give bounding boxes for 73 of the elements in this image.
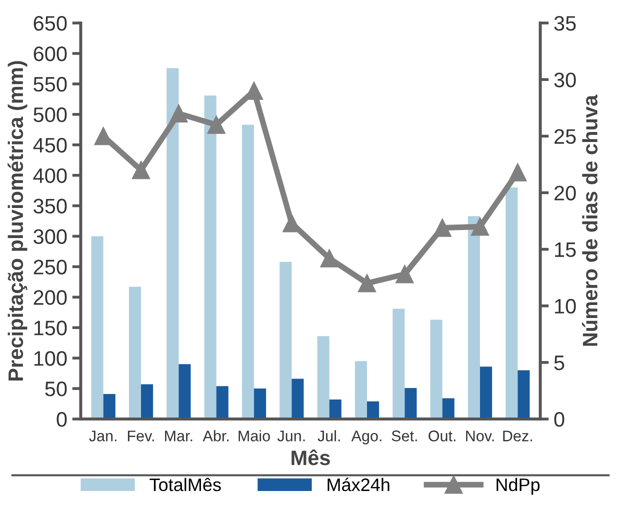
x-tick-label: Maio [238,430,270,442]
bar [430,320,442,420]
bar [204,96,216,420]
bar [128,286,141,420]
y-tick-label: 50 [45,382,67,396]
y-tick-label: 350 [34,198,67,214]
bar [141,384,154,420]
bar [468,216,480,420]
x-tick-label: Jun. [277,430,305,442]
x-tick-label: Jan. [89,430,116,442]
point [132,161,150,180]
y-axis-title: Precipitação pluviométrica (mm) [8,61,28,381]
y-tick-label: 500 [34,107,67,122]
bar [354,361,367,420]
y2-tick-label: 20 [554,186,576,200]
x-tick-label: Fev. [128,430,154,442]
x-tick-label: Mar. [165,430,192,442]
y2-axis-title: Número de dias de chuva [582,94,598,346]
x-tick-label: Ago. [351,430,382,444]
bar [367,401,380,420]
point [358,274,376,292]
y-tick-label: 100 [34,351,67,366]
y2-tick-label: 5 [554,356,564,370]
y-tick-label: 600 [34,46,67,62]
x-tick-label: Dez. [503,430,532,442]
point [508,163,527,182]
y2-tick-label: 15 [555,242,576,258]
x-tick-label: Nov. [466,430,494,442]
bar [216,386,228,420]
bar [404,388,417,420]
y-tick-label: 0 [56,412,67,427]
y2-tick-label: 30 [554,72,576,88]
legend-label: Máx24h [328,478,390,492]
bar [317,336,330,420]
bar [91,236,104,420]
legend-label: NdPp [496,478,540,495]
x-tick-label: Out. [428,430,456,442]
bar [254,388,266,420]
bar [329,400,342,420]
y2-tick-label: 35 [554,16,576,31]
bar [280,262,292,420]
y-tick-label: 200 [34,290,67,305]
bar [442,398,454,420]
bar [518,370,530,420]
y-tick-label: 650 [34,16,67,31]
y-tick-label: 450 [33,138,67,153]
bar [292,378,304,420]
x-axis-title: Mês [292,449,330,466]
y-tick-label: 150 [34,320,67,336]
y2-tick-label: 25 [554,129,576,144]
legend-label: TotalMês [150,478,221,492]
x-tick-label: Set. [392,430,417,442]
bar [480,366,492,420]
bar [103,394,116,420]
bar [506,188,518,420]
point [170,104,188,123]
point [396,265,414,284]
point [433,218,452,237]
point [320,249,338,268]
bar [242,124,254,420]
point [470,218,490,236]
y2-tick-label: 10 [555,298,576,314]
bar [178,364,191,420]
point [207,116,226,134]
y-tick-label: 300 [34,229,67,244]
x-tick-label: Abr. [202,430,229,442]
y2-tick-label: 0 [554,412,564,427]
y-tick-label: 400 [33,168,67,184]
x-tick-label: Jul. [318,430,340,442]
bar [166,68,179,420]
y-tick-label: 250 [34,260,67,274]
y-tick-label: 550 [34,76,67,92]
bar [392,308,405,420]
